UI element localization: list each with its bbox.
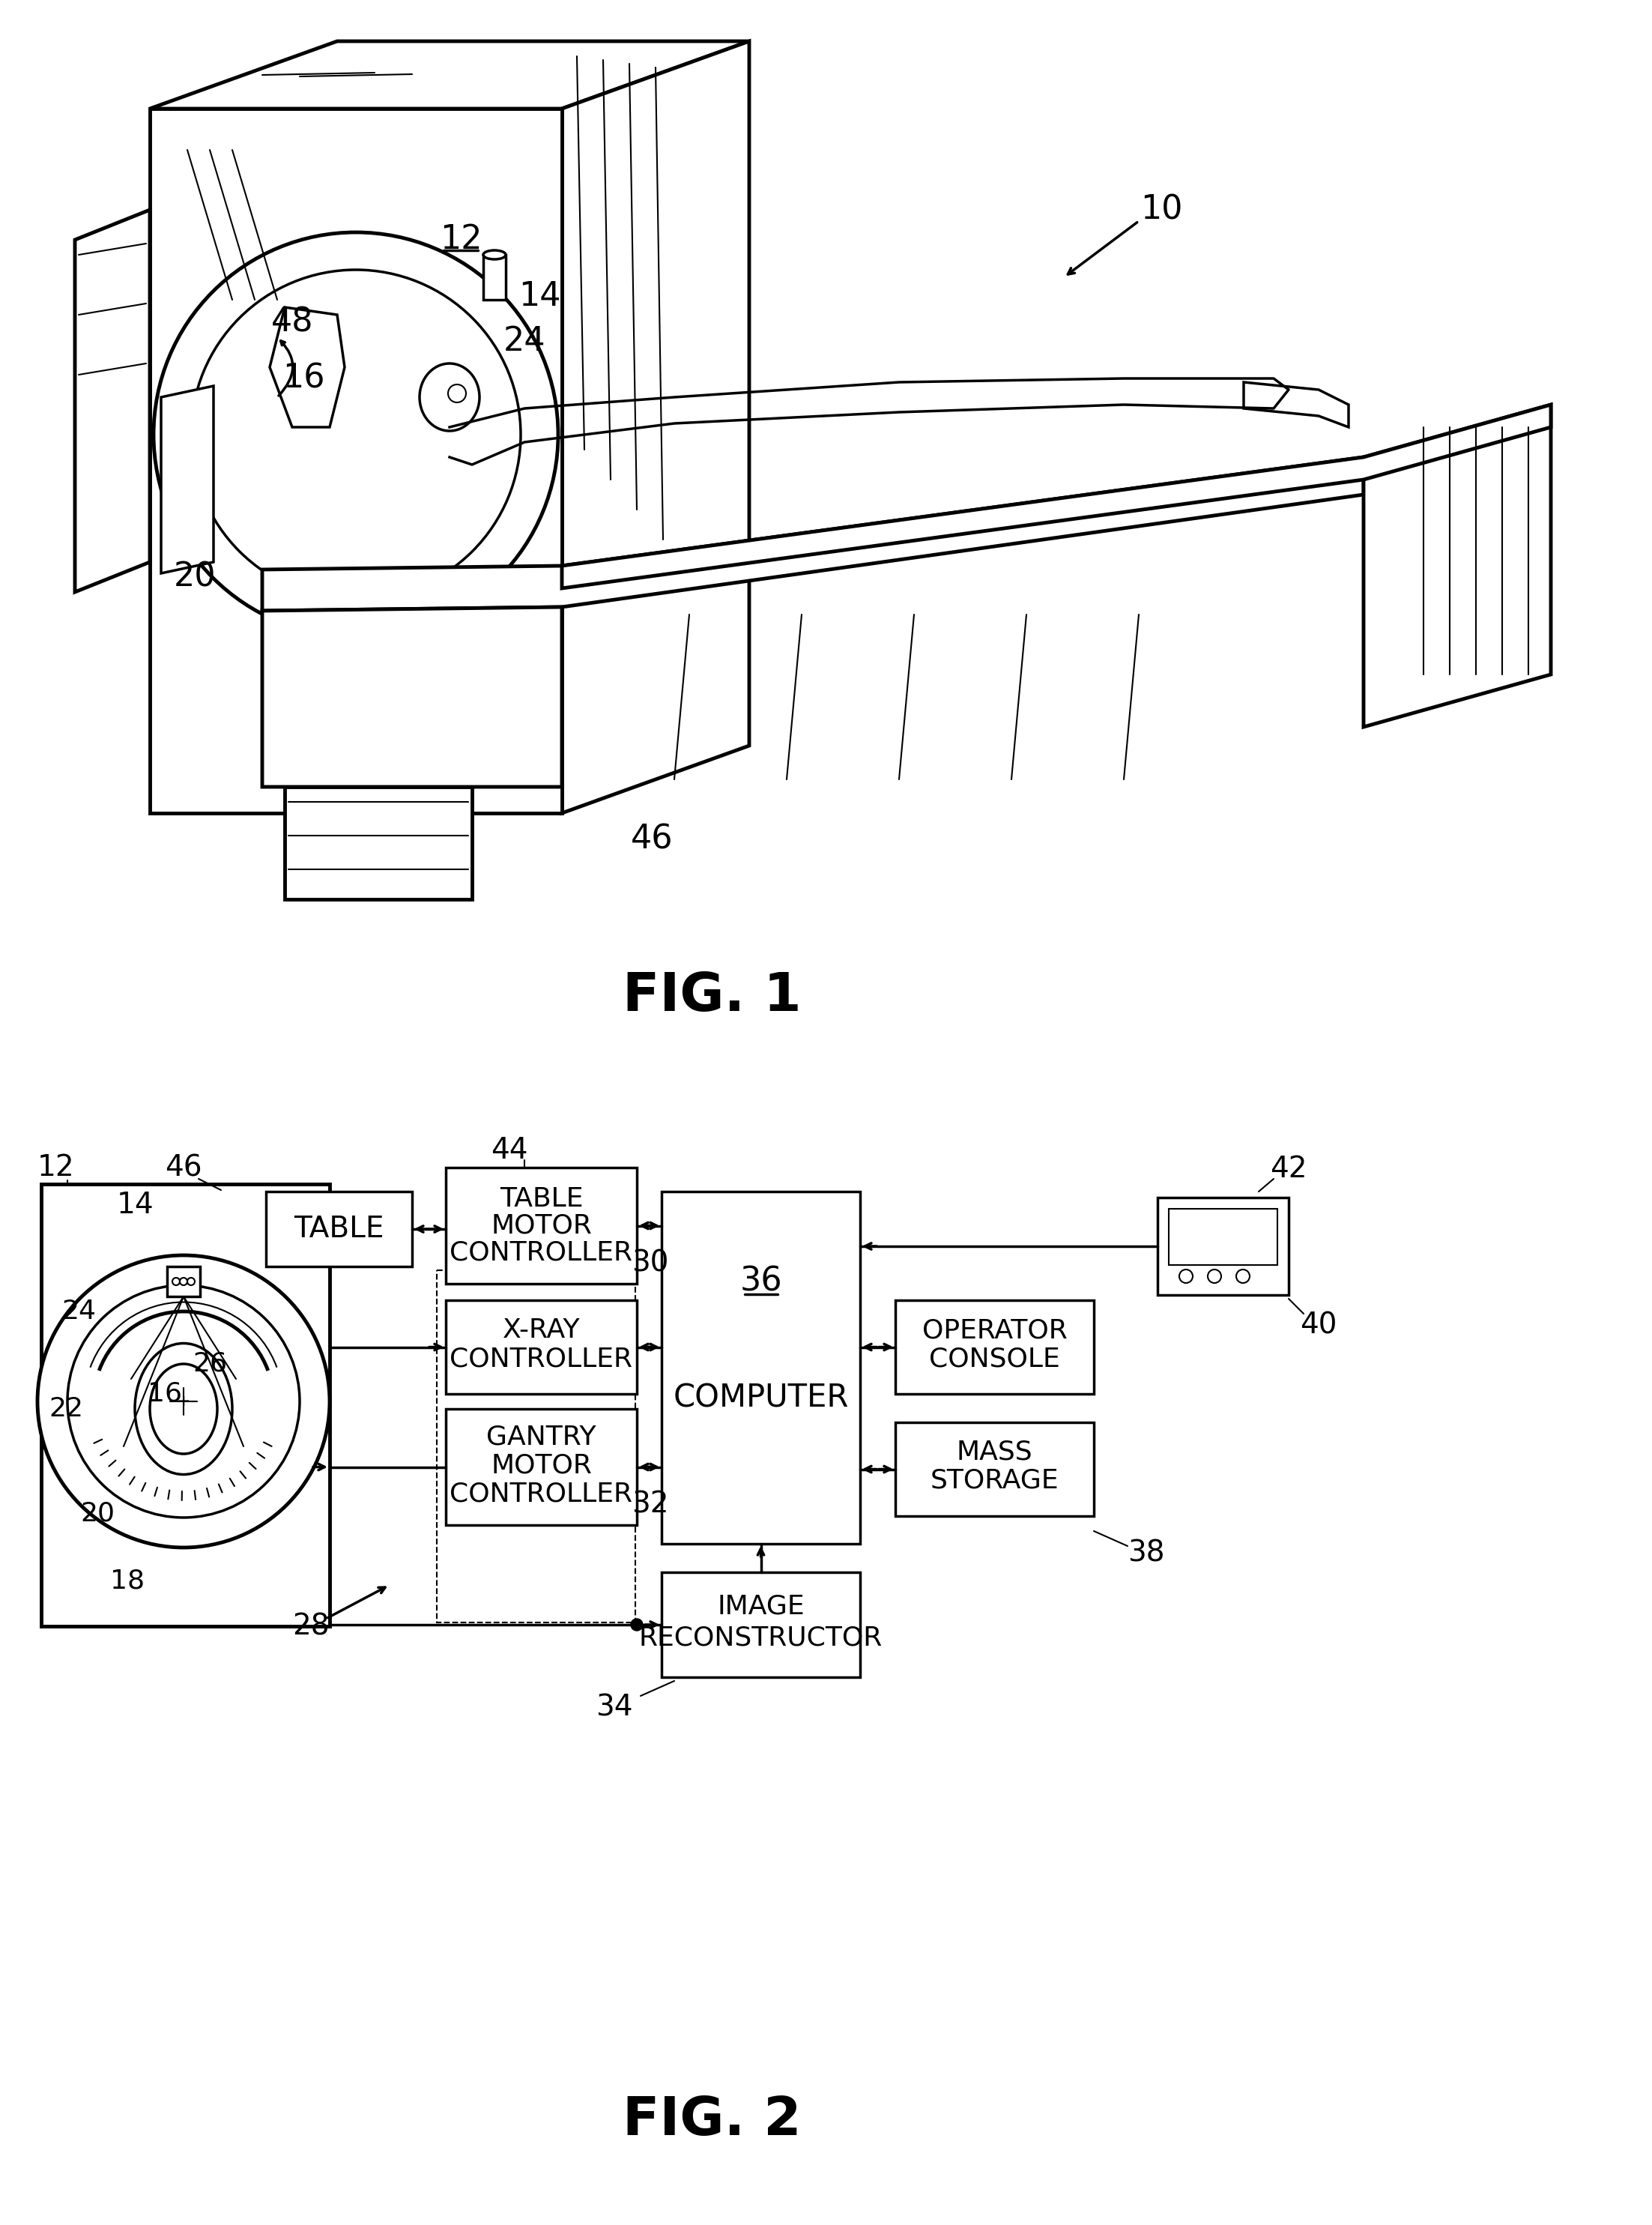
Text: 20: 20 [173, 561, 216, 594]
Circle shape [1236, 1270, 1249, 1284]
Text: 48: 48 [271, 307, 314, 338]
Text: TABLE: TABLE [294, 1215, 385, 1244]
Bar [446, 1168, 636, 1284]
Text: STORAGE: STORAGE [930, 1469, 1059, 1493]
Polygon shape [74, 209, 150, 592]
Circle shape [172, 1277, 180, 1286]
Text: X-RAY: X-RAY [502, 1317, 580, 1344]
Ellipse shape [420, 363, 479, 432]
Text: TABLE: TABLE [499, 1186, 583, 1213]
Ellipse shape [192, 269, 520, 599]
Ellipse shape [150, 1364, 218, 1453]
Polygon shape [284, 788, 472, 899]
Text: 14: 14 [519, 280, 560, 312]
Bar [661, 1573, 861, 1678]
Polygon shape [263, 456, 1363, 612]
Text: OPERATOR: OPERATOR [922, 1317, 1067, 1344]
Bar [446, 1408, 636, 1524]
Text: CONSOLE: CONSOLE [928, 1346, 1061, 1371]
Text: 28: 28 [292, 1611, 329, 1640]
Text: GANTRY: GANTRY [486, 1424, 596, 1451]
Bar [41, 1184, 330, 1626]
Polygon shape [167, 1266, 200, 1297]
Text: 18: 18 [111, 1569, 145, 1593]
Bar [484, 256, 506, 300]
Ellipse shape [135, 1344, 233, 1475]
Text: 32: 32 [631, 1491, 669, 1520]
Bar [436, 1270, 636, 1622]
Text: 12: 12 [439, 225, 482, 256]
Polygon shape [150, 109, 562, 812]
Polygon shape [562, 42, 750, 812]
Ellipse shape [38, 1255, 330, 1549]
Bar [266, 1193, 411, 1266]
Text: +: + [177, 1393, 190, 1408]
Text: CONTROLLER: CONTROLLER [449, 1239, 633, 1266]
Text: 44: 44 [491, 1137, 529, 1164]
Text: 26: 26 [193, 1351, 226, 1377]
Text: 22: 22 [48, 1395, 83, 1422]
Text: 24: 24 [504, 325, 545, 356]
Ellipse shape [484, 249, 506, 260]
Text: FIG. 2: FIG. 2 [623, 2096, 801, 2147]
Text: RECONSTRUCTOR: RECONSTRUCTOR [639, 1626, 882, 1651]
Polygon shape [1244, 383, 1348, 427]
Ellipse shape [154, 231, 558, 636]
Text: 46: 46 [165, 1153, 202, 1181]
Text: 38: 38 [1128, 1540, 1165, 1569]
Polygon shape [269, 307, 345, 427]
Bar [661, 1193, 861, 1544]
Circle shape [1208, 1270, 1221, 1284]
Text: 34: 34 [596, 1693, 633, 1722]
Circle shape [631, 1620, 643, 1631]
Circle shape [1180, 1270, 1193, 1284]
Polygon shape [263, 607, 562, 788]
Bar [895, 1422, 1094, 1515]
Text: FIG. 1: FIG. 1 [623, 970, 801, 1024]
Polygon shape [162, 385, 213, 574]
Text: 42: 42 [1270, 1155, 1307, 1184]
Text: 16: 16 [282, 363, 324, 394]
Text: 20: 20 [81, 1502, 114, 1526]
Text: 16: 16 [147, 1382, 182, 1406]
Text: MASS: MASS [957, 1440, 1032, 1464]
Bar [446, 1299, 636, 1393]
Text: COMPUTER: COMPUTER [672, 1382, 849, 1413]
Circle shape [448, 385, 466, 403]
Text: 24: 24 [61, 1299, 96, 1324]
Circle shape [180, 1277, 187, 1286]
Text: 46: 46 [631, 823, 672, 854]
Ellipse shape [68, 1286, 299, 1517]
Text: CONTROLLER: CONTROLLER [449, 1482, 633, 1506]
Text: 14: 14 [116, 1190, 154, 1219]
Text: MOTOR: MOTOR [491, 1213, 591, 1239]
Circle shape [187, 1277, 195, 1286]
Text: 40: 40 [1300, 1311, 1336, 1339]
Text: 10: 10 [1140, 194, 1183, 227]
Text: IMAGE: IMAGE [717, 1593, 805, 1620]
Polygon shape [150, 42, 750, 109]
Polygon shape [1363, 405, 1551, 728]
Bar [1158, 1197, 1289, 1295]
Text: 36: 36 [740, 1266, 781, 1297]
Text: CONTROLLER: CONTROLLER [449, 1346, 633, 1371]
Bar [1168, 1208, 1277, 1266]
Polygon shape [562, 405, 1551, 587]
Text: MOTOR: MOTOR [491, 1453, 591, 1480]
Text: 12: 12 [38, 1153, 74, 1181]
Bar [895, 1299, 1094, 1393]
Text: 30: 30 [631, 1248, 669, 1277]
